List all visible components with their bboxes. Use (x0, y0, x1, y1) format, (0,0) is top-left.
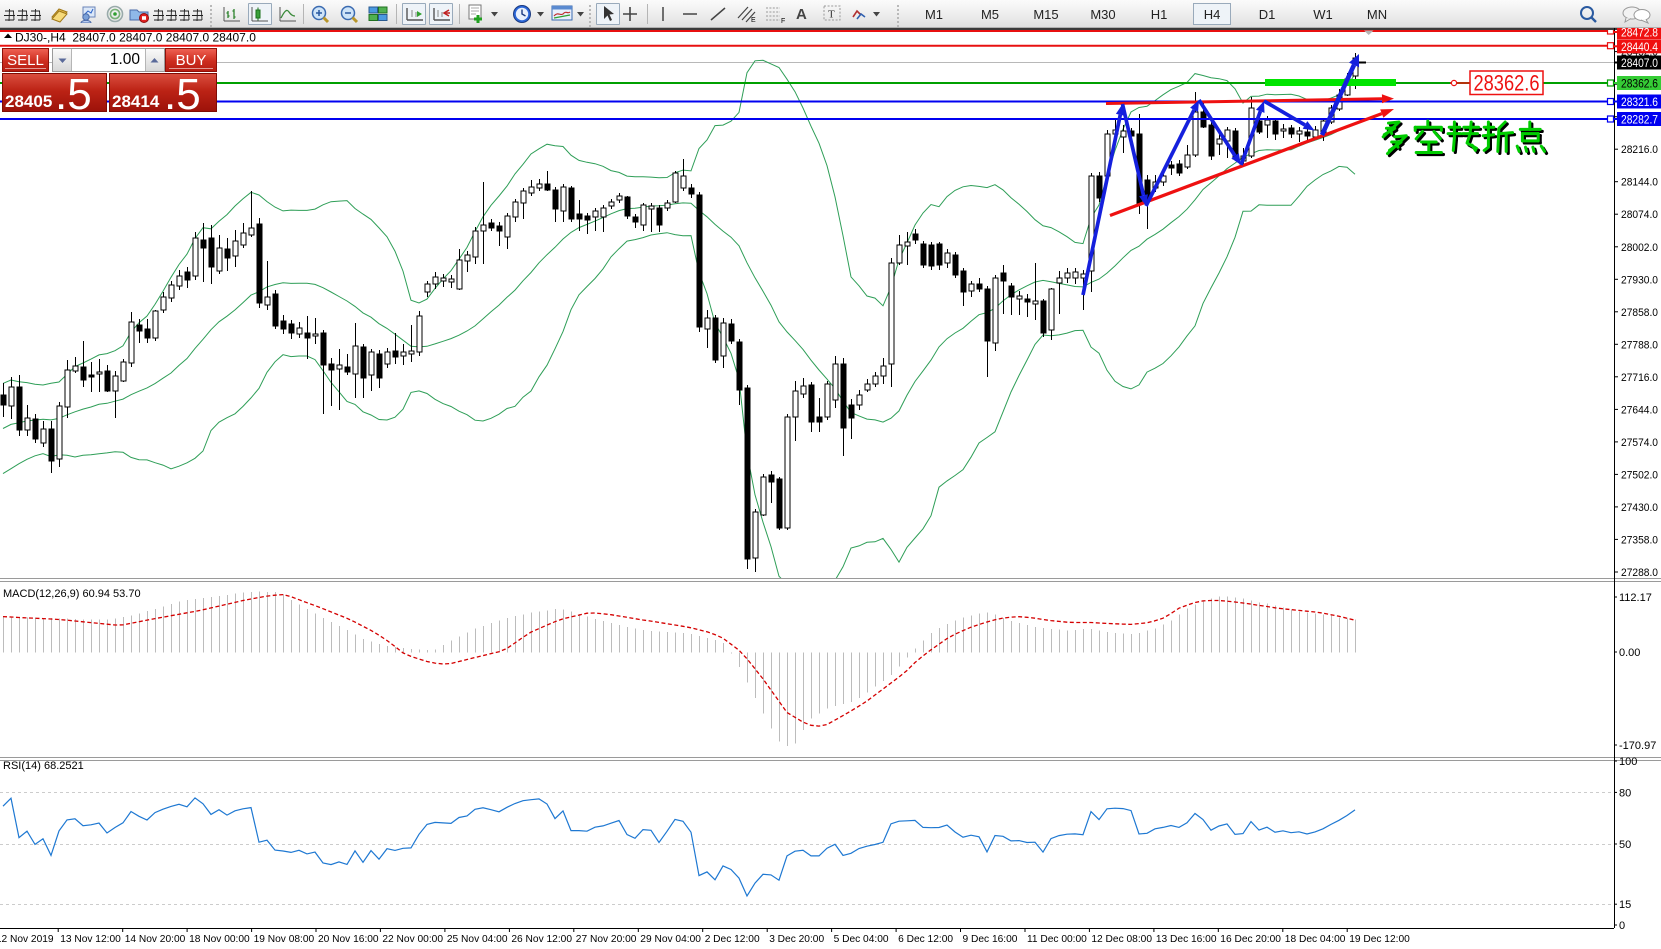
svg-text:12 Nov 2019: 12 Nov 2019 (0, 934, 54, 945)
svg-text:27502.0: 27502.0 (1621, 469, 1658, 481)
svg-text:18 Nov 00:00: 18 Nov 00:00 (189, 934, 250, 945)
svg-text:22 Nov 00:00: 22 Nov 00:00 (382, 934, 443, 945)
svg-text:28472.8: 28472.8 (1621, 28, 1658, 40)
svg-text:2 Dec 12:00: 2 Dec 12:00 (705, 934, 760, 945)
svg-text:26 Nov 12:00: 26 Nov 12:00 (511, 934, 572, 945)
svg-text:28362.6: 28362.6 (1474, 71, 1540, 96)
svg-text:28216.0: 28216.0 (1621, 144, 1658, 156)
svg-text:27716.0: 27716.0 (1621, 372, 1658, 384)
svg-text:13 Dec 16:00: 13 Dec 16:00 (1156, 934, 1217, 945)
svg-text:12 Dec 08:00: 12 Dec 08:00 (1091, 934, 1152, 945)
svg-text:9 Dec 16:00: 9 Dec 16:00 (963, 934, 1018, 945)
svg-text:F: F (781, 18, 785, 24)
svg-text:80: 80 (1619, 787, 1631, 799)
svg-text:0: 0 (1619, 920, 1625, 932)
svg-text:13 Nov 12:00: 13 Nov 12:00 (60, 934, 121, 945)
svg-text:28144.0: 28144.0 (1621, 177, 1658, 189)
svg-text:28407.0: 28407.0 (1621, 58, 1658, 70)
svg-text:0.00: 0.00 (1619, 647, 1640, 659)
svg-text:25 Nov 04:00: 25 Nov 04:00 (447, 934, 508, 945)
svg-text:100: 100 (1619, 756, 1637, 768)
svg-text:27574.0: 27574.0 (1621, 437, 1658, 449)
svg-text:RSI(14) 68.2521: RSI(14) 68.2521 (3, 760, 84, 772)
svg-text:50: 50 (1619, 839, 1631, 851)
svg-text:27 Nov 20:00: 27 Nov 20:00 (576, 934, 637, 945)
svg-text:28074.0: 28074.0 (1621, 209, 1658, 221)
svg-text:28362.6: 28362.6 (1621, 79, 1658, 91)
svg-text:E: E (751, 17, 756, 24)
svg-text:T: T (828, 9, 835, 21)
svg-text:6 Dec 12:00: 6 Dec 12:00 (898, 934, 953, 945)
svg-text:18 Dec 04:00: 18 Dec 04:00 (1285, 934, 1346, 945)
svg-text:-170.97: -170.97 (1619, 740, 1656, 752)
svg-text:16 Dec 20:00: 16 Dec 20:00 (1220, 934, 1281, 945)
svg-text:27930.0: 27930.0 (1621, 274, 1658, 286)
svg-text:28282.7: 28282.7 (1621, 115, 1658, 127)
svg-text:28002.0: 28002.0 (1621, 242, 1658, 254)
svg-text:27858.0: 27858.0 (1621, 307, 1658, 319)
svg-text:20 Nov 16:00: 20 Nov 16:00 (318, 934, 379, 945)
svg-text:29 Nov 04:00: 29 Nov 04:00 (640, 934, 701, 945)
svg-text:28321.6: 28321.6 (1621, 97, 1658, 109)
svg-text:3 Dec 20:00: 3 Dec 20:00 (769, 934, 824, 945)
svg-text:DJ30-,H4 28407.0 28407.0 2840: DJ30-,H4 28407.0 28407.0 28407.0 28407.0 (15, 31, 256, 45)
svg-text:112.17: 112.17 (1619, 592, 1652, 604)
svg-text:28440.4: 28440.4 (1621, 42, 1659, 54)
svg-text:19 Nov 08:00: 19 Nov 08:00 (254, 934, 315, 945)
svg-text:11 Dec 00:00: 11 Dec 00:00 (1027, 934, 1087, 945)
svg-text:27644.0: 27644.0 (1621, 404, 1658, 416)
svg-text:19 Dec 12:00: 19 Dec 12:00 (1349, 934, 1410, 945)
svg-text:14 Nov 20:00: 14 Nov 20:00 (125, 934, 186, 945)
svg-text:27788.0: 27788.0 (1621, 339, 1658, 351)
svg-text:27430.0: 27430.0 (1621, 502, 1658, 514)
svg-text:15: 15 (1619, 899, 1631, 911)
svg-text:27358.0: 27358.0 (1621, 534, 1658, 546)
svg-text:27288.0: 27288.0 (1621, 567, 1658, 579)
svg-text:MACD(12,26,9) 60.94 53.70: MACD(12,26,9) 60.94 53.70 (3, 588, 141, 600)
svg-text:5 Dec 04:00: 5 Dec 04:00 (834, 934, 889, 945)
